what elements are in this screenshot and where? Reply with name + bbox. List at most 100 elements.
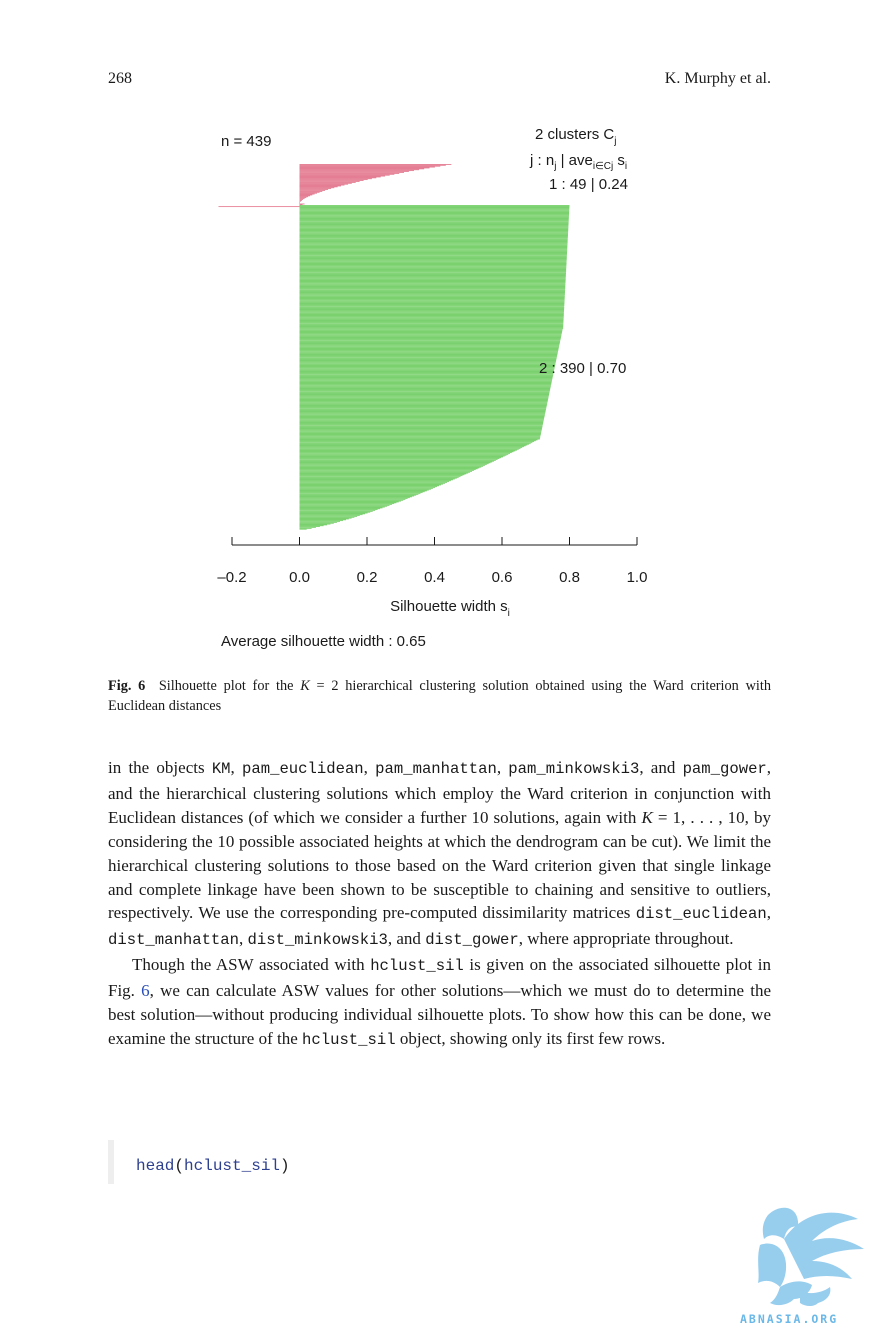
silhouette-bar	[299, 373, 554, 374]
silhouette-bar	[299, 382, 552, 384]
silhouette-bar	[299, 453, 510, 454]
silhouette-bar	[299, 525, 324, 527]
silhouette-bar	[299, 486, 437, 488]
silhouette-bar	[299, 164, 452, 165]
silhouette-bar	[299, 387, 551, 389]
silhouette-bar	[299, 244, 568, 245]
silhouette-bar	[299, 212, 570, 214]
silhouette-bar	[299, 487, 435, 488]
silhouette-bar	[299, 187, 335, 189]
silhouette-bar	[299, 522, 334, 524]
silhouette-bar	[299, 350, 559, 352]
silhouette-bar	[299, 302, 565, 304]
paragraph-1: in the objects KM, pam_euclidean, pam_ma…	[108, 756, 771, 953]
silhouette-bar	[299, 508, 381, 510]
text-run: , and	[387, 929, 426, 949]
silhouette-bar	[299, 429, 542, 431]
silhouette-bar	[299, 368, 555, 369]
silhouette-bar	[299, 396, 549, 397]
silhouette-plot: –0.2 0.0 0.2 0.4 0.6 0.8 1.0 n = 439 2 cluster…	[217, 126, 647, 650]
silhouette-bar	[299, 276, 566, 278]
silhouette-bar	[299, 446, 524, 448]
silhouette-bar	[299, 256, 567, 257]
silhouette-bar	[299, 464, 487, 465]
silhouette-bar	[299, 194, 313, 196]
silhouette-bar	[299, 172, 404, 173]
silhouette-bar	[299, 334, 562, 335]
silhouette-bar	[299, 477, 457, 479]
silhouette-bar	[299, 326, 564, 328]
silhouette-bar	[299, 427, 543, 429]
silhouette-bar	[299, 402, 548, 403]
silhouette-bar	[299, 432, 541, 434]
silhouette-bar	[299, 447, 523, 448]
x-tick-label: 0.0	[289, 569, 310, 586]
silhouette-bar	[299, 506, 385, 508]
text-run: , we can calculate ASW values for other …	[108, 981, 772, 1048]
text-run: ,	[766, 903, 771, 923]
silhouette-bar	[299, 375, 553, 377]
cluster-2-bars	[299, 205, 570, 530]
silhouette-bar	[299, 392, 550, 393]
silhouette-bar	[299, 465, 485, 466]
silhouette-bar	[299, 403, 548, 405]
silhouette-bar	[299, 306, 565, 307]
inline-code: hclust_sil	[302, 1030, 396, 1049]
silhouette-bar	[299, 391, 550, 392]
silhouette-bar	[299, 244, 568, 246]
silhouette-bar	[299, 458, 500, 459]
inline-code: hclust_sil	[370, 957, 464, 976]
silhouette-bar	[299, 428, 542, 430]
figure-link[interactable]: 6	[141, 981, 150, 1001]
silhouette-bar	[299, 452, 512, 454]
n-label: n = 439	[221, 133, 271, 150]
silhouette-bar	[299, 173, 400, 174]
silhouette-bar	[299, 378, 553, 380]
silhouette-bar	[299, 353, 558, 355]
silhouette-bar	[299, 369, 555, 371]
silhouette-bar	[299, 401, 548, 403]
silhouette-bar	[299, 332, 562, 334]
silhouette-bar	[299, 265, 567, 267]
silhouette-bar	[299, 519, 346, 521]
silhouette-bar	[299, 284, 566, 286]
silhouette-bar	[299, 448, 519, 450]
silhouette-bar	[299, 335, 562, 336]
silhouette-bar	[299, 448, 521, 449]
silhouette-bar	[299, 301, 565, 302]
silhouette-bar	[299, 211, 570, 213]
silhouette-bar	[299, 416, 545, 418]
silhouette-bar	[299, 168, 425, 170]
silhouette-bar	[299, 454, 507, 456]
silhouette-bar	[299, 397, 549, 399]
silhouette-bar	[299, 210, 570, 212]
silhouette-figure: –0.2 0.0 0.2 0.4 0.6 0.8 1.0 n = 439 2 cluster…	[200, 118, 690, 658]
silhouette-bar	[299, 222, 569, 223]
inline-code: KM	[211, 760, 231, 778]
silhouette-bar	[299, 366, 555, 368]
silhouette-bar	[299, 271, 567, 272]
silhouette-bar	[299, 239, 568, 241]
silhouette-bar	[299, 215, 569, 216]
silhouette-bar	[299, 517, 352, 519]
silhouette-bar	[299, 485, 439, 487]
code-open-paren: (	[174, 1157, 185, 1175]
silhouette-bar	[299, 507, 383, 509]
silhouette-bar	[299, 520, 343, 522]
silhouette-bar	[299, 330, 563, 332]
silhouette-bar	[299, 202, 300, 204]
silhouette-bar	[299, 274, 566, 276]
silhouette-bar	[299, 482, 445, 484]
silhouette-bar	[299, 524, 328, 526]
silhouette-bar	[299, 205, 570, 207]
silhouette-bar	[299, 182, 356, 183]
silhouette-bar	[299, 450, 516, 452]
silhouette-bar	[299, 283, 566, 284]
silhouette-bar	[299, 475, 463, 476]
silhouette-bar	[299, 523, 331, 525]
silhouette-bar	[299, 492, 423, 493]
silhouette-bar	[299, 167, 430, 169]
silhouette-bar	[299, 354, 558, 356]
silhouette-bar	[299, 522, 337, 523]
silhouette-bar	[299, 289, 566, 290]
